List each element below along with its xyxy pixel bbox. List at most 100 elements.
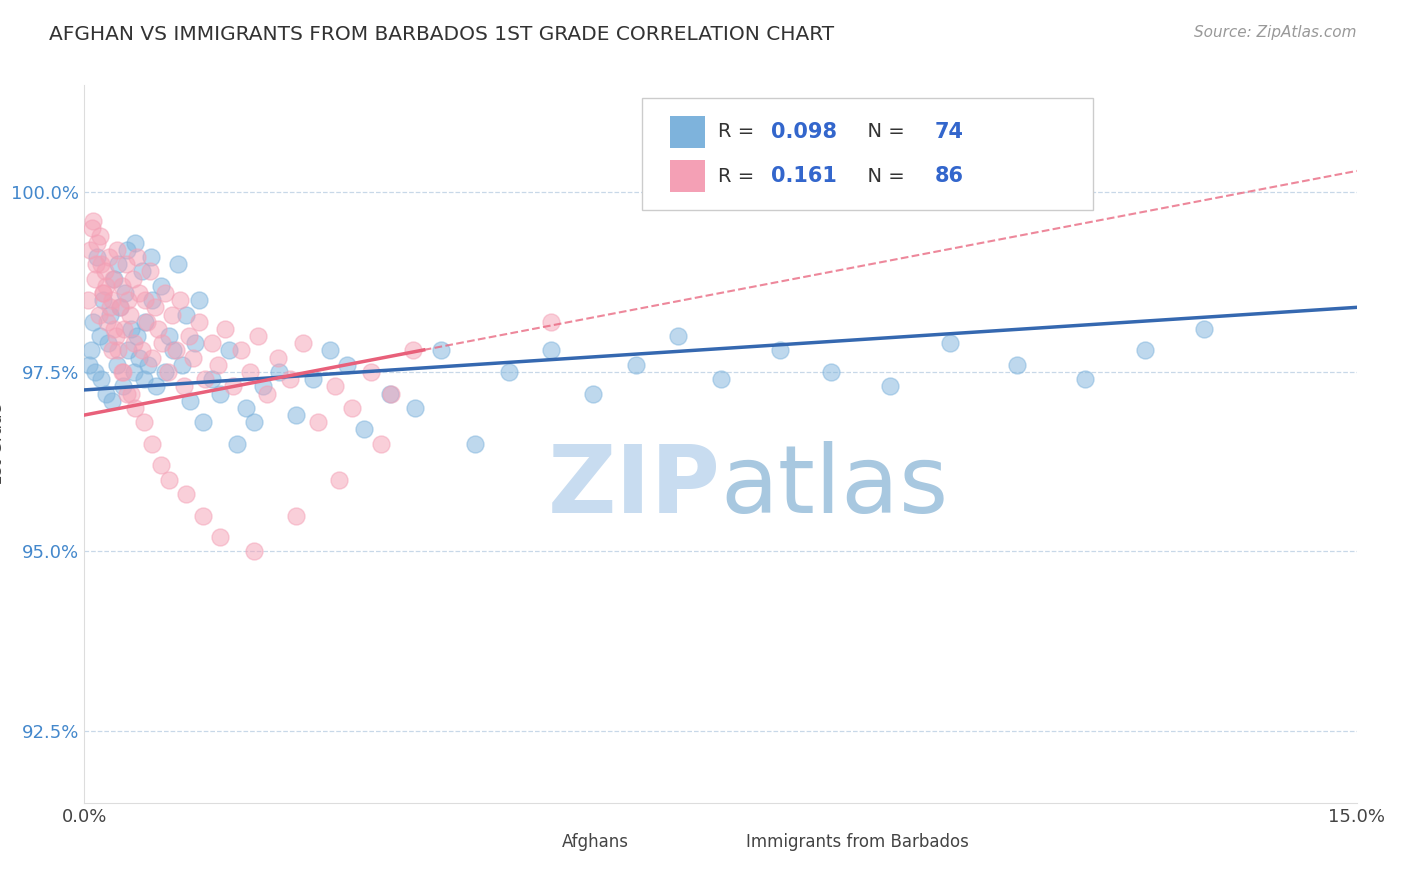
Point <box>378 386 401 401</box>
Point <box>292 336 315 351</box>
Point <box>86 235 108 250</box>
Point <box>107 257 129 271</box>
Point <box>429 343 451 358</box>
Point <box>256 386 278 401</box>
Point <box>153 285 176 300</box>
Point <box>114 285 136 300</box>
Point <box>132 372 155 386</box>
FancyBboxPatch shape <box>669 161 706 193</box>
Text: AFGHAN VS IMMIGRANTS FROM BARBADOS 1ST GRADE CORRELATION CHART: AFGHAN VS IMMIGRANTS FROM BARBADOS 1ST G… <box>49 25 834 44</box>
Point <box>247 329 270 343</box>
Text: 0.098: 0.098 <box>772 121 838 142</box>
Point <box>157 329 180 343</box>
Point <box>120 308 142 322</box>
Point <box>107 243 129 257</box>
FancyBboxPatch shape <box>523 830 554 854</box>
Point <box>98 308 121 322</box>
Point <box>173 379 195 393</box>
Point <box>86 250 108 264</box>
Point <box>267 351 290 365</box>
Text: Immigrants from Barbados: Immigrants from Barbados <box>747 833 969 851</box>
Point <box>1133 343 1156 358</box>
Point <box>94 386 117 401</box>
Point <box>139 250 162 264</box>
Point <box>82 315 104 329</box>
Point <box>235 401 257 415</box>
Point <box>187 293 209 307</box>
Point <box>191 415 214 429</box>
Point <box>96 315 118 329</box>
Point <box>162 343 184 358</box>
Point <box>107 343 129 358</box>
Point <box>879 379 901 393</box>
Point <box>582 386 605 401</box>
Text: ZIP: ZIP <box>548 441 721 533</box>
Point <box>134 293 156 307</box>
Point <box>115 257 138 271</box>
Y-axis label: 1st Grade: 1st Grade <box>0 403 6 484</box>
Point <box>1074 372 1097 386</box>
Point <box>100 293 122 307</box>
Point <box>91 285 114 300</box>
Point <box>157 473 180 487</box>
Point <box>117 293 139 307</box>
Point <box>624 358 647 372</box>
Point <box>128 351 150 365</box>
Text: 86: 86 <box>935 166 963 186</box>
Point <box>121 271 143 285</box>
Point <box>231 343 253 358</box>
Point <box>128 285 150 300</box>
Point <box>353 422 375 436</box>
Point <box>91 293 114 307</box>
Point <box>938 336 960 351</box>
Point <box>165 343 187 358</box>
Point <box>115 386 138 401</box>
Point <box>187 315 209 329</box>
Point <box>101 343 124 358</box>
Point <box>239 365 262 379</box>
Text: 0.161: 0.161 <box>772 166 838 186</box>
Point <box>323 379 346 393</box>
Point <box>226 436 249 450</box>
Point <box>302 372 325 386</box>
Point <box>76 293 98 307</box>
FancyBboxPatch shape <box>669 116 706 148</box>
Point <box>97 250 120 264</box>
Point <box>98 301 121 315</box>
Point <box>103 271 125 285</box>
Text: R =: R = <box>718 167 766 186</box>
Point <box>360 365 382 379</box>
Point <box>134 315 156 329</box>
Point <box>83 365 105 379</box>
Point <box>370 436 392 450</box>
Point <box>209 386 232 401</box>
Point <box>285 408 308 422</box>
Point <box>769 343 792 358</box>
Point <box>138 264 160 278</box>
Text: N =: N = <box>855 122 911 141</box>
Point <box>307 415 329 429</box>
Point <box>90 257 112 271</box>
Point <box>710 372 733 386</box>
Point <box>285 508 308 523</box>
Point <box>97 336 120 351</box>
Point <box>666 329 689 343</box>
Point <box>115 243 138 257</box>
Point <box>131 264 153 278</box>
Point <box>120 386 142 401</box>
Point <box>104 329 127 343</box>
Point <box>89 228 111 243</box>
Point <box>124 336 146 351</box>
Point <box>1007 358 1029 372</box>
Point <box>149 458 172 473</box>
Point <box>1192 322 1215 336</box>
Point <box>80 343 103 358</box>
Text: atlas: atlas <box>721 441 949 533</box>
Point <box>77 358 100 372</box>
Point <box>108 301 131 315</box>
Point <box>125 329 148 343</box>
Point <box>328 473 350 487</box>
Point <box>201 336 224 351</box>
Point <box>124 235 146 250</box>
Point <box>269 365 291 379</box>
